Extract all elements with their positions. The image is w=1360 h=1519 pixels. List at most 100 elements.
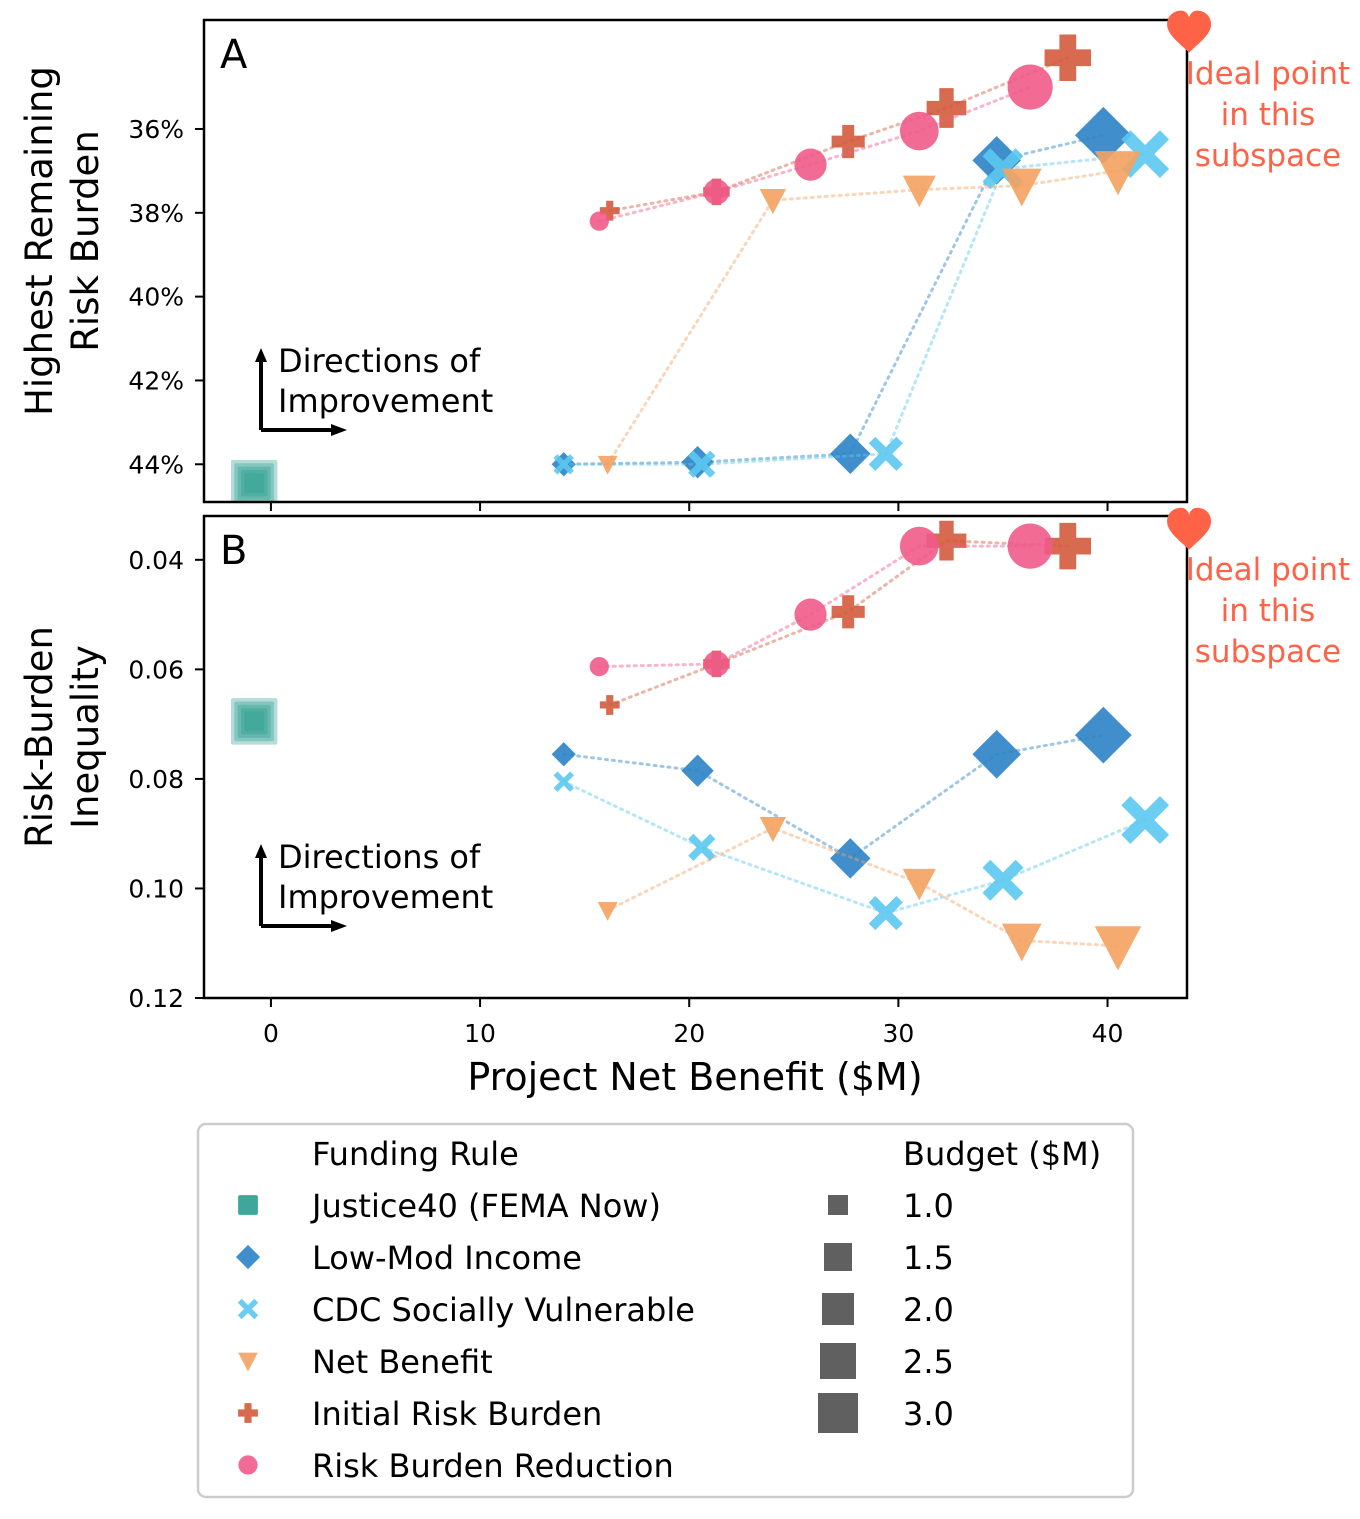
data-point — [244, 711, 265, 732]
legend-budget-label: 3.0 — [903, 1395, 954, 1433]
data-point — [688, 450, 716, 478]
improvement-label: Directions of — [278, 342, 481, 380]
data-point — [703, 651, 730, 677]
data-point — [599, 200, 620, 221]
x-tick-label: 20 — [673, 1019, 705, 1048]
x-axis-label: Project Net Benefit ($M) — [467, 1055, 922, 1099]
data-point — [1121, 796, 1170, 844]
legend-rule-label: Risk Burden Reduction — [312, 1447, 674, 1485]
plot-frame — [202, 18, 1189, 504]
plot-frame — [202, 514, 1189, 1000]
data-point — [830, 433, 871, 475]
data-point — [899, 111, 939, 151]
data-point — [553, 454, 574, 475]
heart-icon — [1167, 507, 1212, 550]
series-line — [562, 780, 1147, 915]
data-point — [688, 833, 716, 861]
data-point — [240, 708, 268, 735]
ideal-point-label: Ideal point — [1186, 552, 1350, 588]
data-point — [551, 742, 576, 767]
series-line — [606, 826, 1120, 948]
legend-rule-label: Initial Risk Burden — [312, 1395, 602, 1433]
y-tick-label: 38% — [128, 199, 184, 228]
improvement-arrowhead — [331, 424, 347, 436]
legend-budget-label: 2.5 — [903, 1343, 954, 1381]
x-tick-label: 10 — [464, 1019, 496, 1048]
data-point — [703, 178, 730, 205]
data-point — [237, 466, 271, 500]
improvement-label: Improvement — [278, 878, 493, 916]
ideal-point-label: subspace — [1195, 634, 1341, 670]
data-point — [759, 816, 787, 843]
data-point — [926, 520, 967, 561]
ideal-point-label: in this — [1221, 97, 1316, 133]
legend-marker — [238, 1403, 258, 1423]
data-point — [926, 88, 967, 128]
panel-a: 36% 38% 40% 42% 44% Highest Remaining Risk Bur… — [18, 10, 1350, 511]
data-layer — [230, 520, 1170, 971]
data-point — [868, 436, 903, 471]
y-axis-label: Risk-Burden — [18, 626, 61, 848]
data-point — [244, 473, 265, 494]
x-tick-label: 30 — [882, 1019, 914, 1048]
data-point — [589, 211, 609, 231]
legend-budget-label: 2.0 — [903, 1291, 954, 1329]
data-point — [1074, 106, 1132, 164]
legend-rule-label: CDC Socially Vulnerable — [312, 1291, 695, 1329]
series-line — [606, 169, 1120, 466]
y-tick-label: 0.06 — [128, 655, 184, 684]
data-point — [230, 698, 278, 745]
legend-size-swatch — [828, 1195, 848, 1215]
data-point — [599, 695, 620, 715]
legend-size-swatch — [824, 1243, 852, 1271]
data-point — [230, 459, 278, 502]
data-point — [759, 188, 787, 215]
improvement-label: Improvement — [278, 382, 493, 420]
y-axis-label: Highest Remaining — [18, 66, 61, 416]
panel-label: A — [220, 32, 248, 78]
legend-rule-label: Low-Mod Income — [312, 1239, 582, 1277]
y-axis-label: Risk Burden — [64, 130, 107, 352]
y-tick-label: 42% — [128, 366, 184, 395]
improvement-arrowhead — [331, 920, 347, 932]
data-point — [234, 701, 275, 742]
heart-icon — [1167, 10, 1212, 53]
improvement-arrowhead — [255, 844, 267, 858]
legend-size-swatch — [820, 1343, 856, 1379]
ideal-point-label: subspace — [1195, 138, 1341, 174]
data-point — [553, 771, 574, 792]
legend-size-swatch — [818, 1393, 858, 1433]
y-tick-label: 44% — [128, 450, 184, 479]
series-line — [608, 56, 1070, 213]
legend-budget-label: 1.5 — [903, 1239, 954, 1277]
data-point — [831, 124, 865, 159]
data-point — [1007, 523, 1053, 569]
series-line — [562, 152, 1147, 466]
legend-budget-label: 1.0 — [903, 1187, 954, 1225]
data-point — [972, 729, 1021, 779]
data-point — [868, 896, 903, 931]
y-tick-label: 0.12 — [128, 984, 184, 1013]
y-tick-label: 0.04 — [128, 546, 184, 575]
data-point — [597, 455, 618, 475]
legend-marker — [238, 1455, 258, 1475]
improvement-label: Directions of — [278, 838, 481, 876]
legend-marker — [238, 1195, 258, 1215]
data-point — [234, 463, 275, 502]
legend-marker — [238, 1352, 258, 1372]
ideal-point-label: in this — [1221, 593, 1316, 629]
data-point — [1007, 64, 1053, 110]
improvement-arrowhead — [255, 348, 267, 362]
legend-marker — [237, 1298, 259, 1320]
series-line — [562, 733, 1105, 861]
panel-b: 0.04 0.06 0.08 0.10 0.12 0 10 20 30 40 Risk-Burden… — [18, 507, 1350, 1048]
ideal-point-label: Ideal point — [1186, 56, 1350, 92]
data-point — [1044, 522, 1092, 570]
x-tick-label: 0 — [263, 1019, 279, 1048]
data-point — [1094, 151, 1142, 196]
data-point — [1001, 923, 1042, 962]
data-point — [982, 859, 1024, 901]
data-point — [902, 175, 936, 208]
y-tick-label: 36% — [128, 115, 184, 144]
